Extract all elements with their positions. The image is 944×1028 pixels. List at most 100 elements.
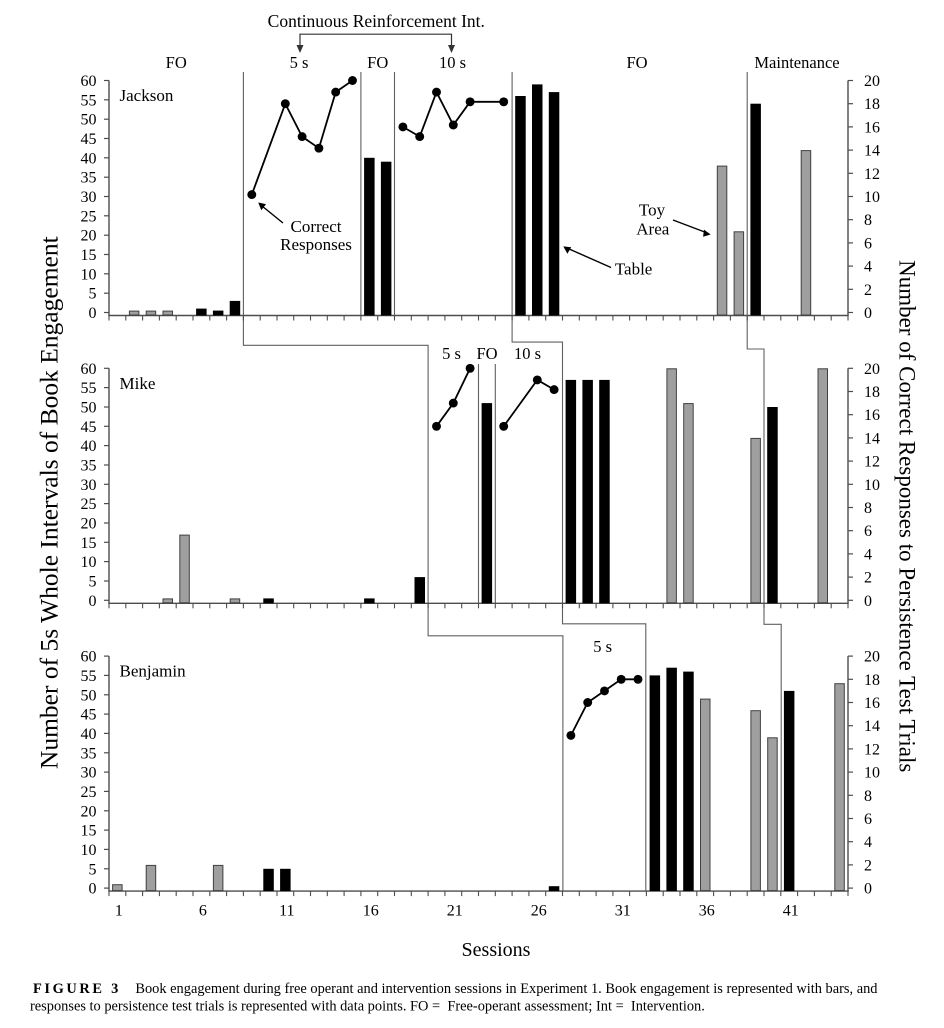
svg-text:12: 12 bbox=[864, 741, 880, 758]
svg-text:10 s: 10 s bbox=[514, 344, 541, 363]
svg-text:45: 45 bbox=[81, 131, 97, 148]
svg-text:20: 20 bbox=[81, 228, 97, 245]
svg-text:31: 31 bbox=[615, 903, 631, 920]
svg-text:8: 8 bbox=[864, 500, 872, 517]
svg-text:45: 45 bbox=[81, 707, 97, 724]
svg-text:Correct: Correct bbox=[291, 217, 342, 236]
svg-text:16: 16 bbox=[363, 903, 379, 920]
svg-text:20: 20 bbox=[864, 361, 880, 378]
svg-text:16: 16 bbox=[864, 407, 880, 424]
svg-text:Maintenance: Maintenance bbox=[754, 53, 839, 72]
svg-text:14: 14 bbox=[864, 430, 880, 447]
svg-text:36: 36 bbox=[699, 903, 715, 920]
svg-text:15: 15 bbox=[81, 823, 97, 840]
svg-text:0: 0 bbox=[89, 305, 97, 322]
svg-text:2: 2 bbox=[864, 570, 872, 587]
svg-text:60: 60 bbox=[81, 649, 97, 666]
svg-text:responses to persistence test: responses to persistence test trials is … bbox=[30, 999, 705, 1015]
svg-text:2: 2 bbox=[864, 282, 872, 299]
svg-text:16: 16 bbox=[864, 119, 880, 136]
svg-text:20: 20 bbox=[81, 516, 97, 533]
svg-text:18: 18 bbox=[864, 96, 880, 113]
svg-text:Number of 5s Whole Intervals o: Number of 5s Whole Intervals of Book Eng… bbox=[35, 236, 64, 769]
svg-text:26: 26 bbox=[531, 903, 547, 920]
svg-text:40: 40 bbox=[81, 726, 97, 743]
svg-text:60: 60 bbox=[81, 361, 97, 378]
svg-text:10 s: 10 s bbox=[439, 53, 466, 72]
svg-text:5: 5 bbox=[89, 574, 97, 591]
svg-text:14: 14 bbox=[864, 718, 880, 735]
svg-text:15: 15 bbox=[81, 535, 97, 552]
svg-text:20: 20 bbox=[864, 649, 880, 666]
svg-text:0: 0 bbox=[89, 881, 97, 898]
svg-text:Sessions: Sessions bbox=[462, 939, 531, 961]
svg-text:Area: Area bbox=[636, 219, 669, 238]
svg-text:40: 40 bbox=[81, 438, 97, 455]
svg-text:6: 6 bbox=[864, 523, 872, 540]
svg-text:10: 10 bbox=[864, 189, 880, 206]
svg-text:55: 55 bbox=[81, 92, 97, 109]
svg-text:0: 0 bbox=[864, 305, 872, 322]
svg-text:8: 8 bbox=[864, 788, 872, 805]
svg-text:6: 6 bbox=[864, 811, 872, 828]
svg-text:10: 10 bbox=[81, 554, 97, 571]
svg-text:FO: FO bbox=[476, 344, 497, 363]
svg-text:5: 5 bbox=[89, 861, 97, 878]
svg-text:FO: FO bbox=[367, 53, 388, 72]
svg-text:6: 6 bbox=[864, 235, 872, 252]
svg-text:Toy: Toy bbox=[639, 201, 666, 220]
svg-text:1: 1 bbox=[115, 903, 123, 920]
svg-text:55: 55 bbox=[81, 380, 97, 397]
svg-text:35: 35 bbox=[81, 458, 97, 475]
svg-text:25: 25 bbox=[81, 208, 97, 225]
svg-text:14: 14 bbox=[864, 143, 880, 160]
svg-text:50: 50 bbox=[81, 112, 97, 129]
svg-text:FO: FO bbox=[166, 53, 187, 72]
svg-text:18: 18 bbox=[864, 384, 880, 401]
svg-text:50: 50 bbox=[81, 400, 97, 417]
svg-text:18: 18 bbox=[864, 672, 880, 689]
svg-text:4: 4 bbox=[864, 546, 872, 563]
svg-text:20: 20 bbox=[81, 803, 97, 820]
svg-text:Jackson: Jackson bbox=[120, 86, 174, 105]
svg-text:50: 50 bbox=[81, 687, 97, 704]
svg-text:25: 25 bbox=[81, 496, 97, 513]
svg-text:5: 5 bbox=[89, 286, 97, 303]
svg-text:55: 55 bbox=[81, 668, 97, 685]
svg-text:10: 10 bbox=[81, 266, 97, 283]
svg-text:5 s: 5 s bbox=[593, 637, 612, 656]
svg-text:2: 2 bbox=[864, 857, 872, 874]
svg-text:10: 10 bbox=[864, 477, 880, 494]
svg-text:0: 0 bbox=[864, 593, 872, 610]
svg-text:40: 40 bbox=[81, 150, 97, 167]
svg-text:21: 21 bbox=[447, 903, 463, 920]
svg-text:45: 45 bbox=[81, 419, 97, 436]
svg-text:10: 10 bbox=[81, 842, 97, 859]
svg-text:5 s: 5 s bbox=[290, 53, 309, 72]
svg-text:41: 41 bbox=[783, 903, 799, 920]
svg-text:6: 6 bbox=[199, 903, 207, 920]
svg-text:0: 0 bbox=[864, 881, 872, 898]
svg-text:15: 15 bbox=[81, 247, 97, 264]
svg-text:12: 12 bbox=[864, 166, 880, 183]
svg-text:35: 35 bbox=[81, 745, 97, 762]
svg-text:25: 25 bbox=[81, 784, 97, 801]
svg-text:Benjamin: Benjamin bbox=[120, 662, 187, 681]
svg-text:11: 11 bbox=[279, 903, 294, 920]
svg-text:4: 4 bbox=[864, 834, 872, 851]
svg-text:60: 60 bbox=[81, 73, 97, 90]
svg-text:0: 0 bbox=[89, 593, 97, 610]
svg-text:10: 10 bbox=[864, 765, 880, 782]
svg-text:30: 30 bbox=[81, 765, 97, 782]
svg-text:20: 20 bbox=[864, 73, 880, 90]
svg-text:Responses: Responses bbox=[280, 235, 352, 254]
svg-text:12: 12 bbox=[864, 454, 880, 471]
svg-text:30: 30 bbox=[81, 477, 97, 494]
svg-text:Number of Correct Responses to: Number of Correct Responses to Persisten… bbox=[895, 260, 920, 772]
svg-text:Continuous Reinforcement Int.: Continuous Reinforcement Int. bbox=[268, 11, 485, 31]
svg-text:16: 16 bbox=[864, 695, 880, 712]
svg-text:30: 30 bbox=[81, 189, 97, 206]
svg-text:FO: FO bbox=[626, 53, 647, 72]
svg-text:Table: Table bbox=[615, 260, 653, 279]
